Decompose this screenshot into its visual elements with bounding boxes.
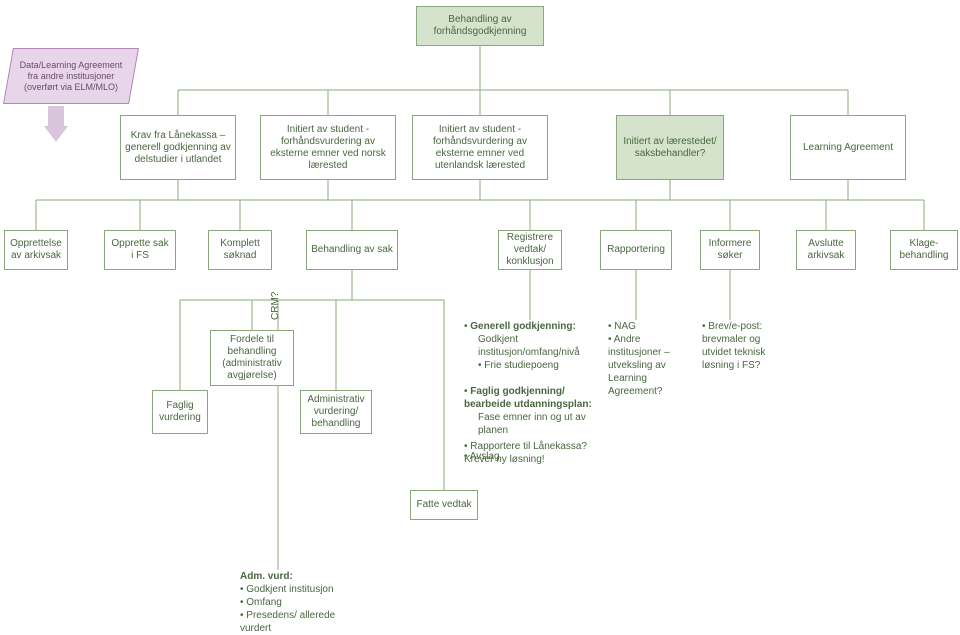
row2-n8: Klage-behandling [890, 230, 958, 270]
side-input: Data/Learning Agreement fra andre instit… [3, 48, 139, 104]
arrow-stem [48, 106, 64, 126]
row2-n0: Opprettelse av arkivsak [4, 230, 68, 270]
row1-n3: Initiert av lærestedet/ saksbehandler? [616, 115, 724, 180]
row2-n4: Registrere vedtak/ konklusjon [498, 230, 562, 270]
note-brev: Brev/e-post: brevmaler og utvidet teknis… [702, 320, 782, 372]
side-input-label: Data/Learning Agreement fra andre instit… [19, 60, 123, 92]
note-nag: NAG Andre institusjoner – utveksling av … [608, 320, 692, 398]
row1-n1: Initiert av student - forhåndsvurdering … [260, 115, 396, 180]
arrow-head [44, 126, 68, 142]
row3-admin: Administrativ vurdering/ behandling [300, 390, 372, 434]
row2-n5: Rapportering [600, 230, 672, 270]
row2-n6: Informere søker [700, 230, 760, 270]
note-adm: Adm. vurd: Godkjent institusjon Omfang P… [240, 570, 350, 635]
row2-n2: Komplett søknad [208, 230, 272, 270]
note-rapportere: Rapportere til Lånekassa? Krever ny løsn… [464, 440, 594, 466]
root-label: Behandling av forhåndsgodkjenning [421, 14, 539, 38]
row2-n3: Behandling av sak [306, 230, 398, 270]
crm-label: CRM? [270, 292, 281, 320]
row1-n0: Krav fra Lånekassa – generell godkjennin… [120, 115, 236, 180]
row2-n7: Avslutte arkivsak [796, 230, 856, 270]
row3-faglig: Faglig vurdering [152, 390, 208, 434]
connectors [0, 0, 960, 634]
row2-n1: Opprette sak i FS [104, 230, 176, 270]
row1-n2: Initiert av student - forhåndsvurdering … [412, 115, 548, 180]
row3-fordele: Fordele til behandling (administrativ av… [210, 330, 294, 386]
row3-fatte: Fatte vedtak [410, 490, 478, 520]
root-node: Behandling av forhåndsgodkjenning [416, 6, 544, 46]
row1-n4: Learning Agreement [790, 115, 906, 180]
